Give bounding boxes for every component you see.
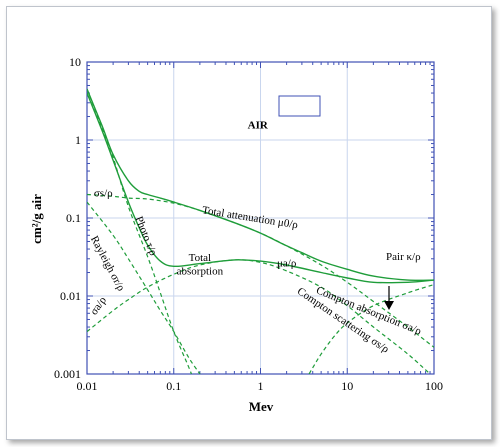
curve-2 <box>87 92 434 284</box>
annotation-mua: μa/ρ <box>277 257 297 269</box>
curve-5 <box>87 201 201 374</box>
y-tick-label: 0.1 <box>66 211 81 225</box>
x-tick-label: 0.01 <box>77 379 98 393</box>
y-axis-label: cm²/g air <box>29 194 44 244</box>
x-tick-label: 1 <box>258 379 264 393</box>
x-tick-label: 10 <box>341 379 353 393</box>
y-tick-label: 0.01 <box>60 289 81 303</box>
curve-3 <box>87 88 193 374</box>
annotation-pair: Pair κ/ρ <box>386 251 421 263</box>
air-label-box <box>278 95 321 117</box>
y-tick-label: 0.001 <box>54 367 81 381</box>
x-tick-label: 0.1 <box>166 379 181 393</box>
x-axis-label: Mev <box>249 399 274 414</box>
annotation-air: AIR <box>248 120 269 132</box>
annotation-siga: σa/ρ <box>88 294 109 317</box>
x-tick-label: 100 <box>425 379 443 393</box>
y-tick-label: 1 <box>75 133 81 147</box>
annotation-totatt: Total attenuation μ0/ρ <box>201 204 299 231</box>
annotation-photo: Photo τ/ρ <box>132 215 159 258</box>
curve-4 <box>87 193 434 348</box>
grid-lines <box>87 62 434 374</box>
y-tick-label: 10 <box>69 55 81 69</box>
pair-arrow-head <box>384 301 394 310</box>
curve-1 <box>87 88 434 282</box>
annotation-totabs2: absorption <box>177 265 224 277</box>
figure-frame: 0.01 0.1 1 10 100 0.001 0.01 0.1 1 10 AIR σs/ρ Tota… <box>6 6 492 440</box>
annotations: AIR σs/ρ Total attenuation μ0/ρ Rayleigh σr… <box>88 120 423 356</box>
annotation-rayl: Rayleigh σr/ρ <box>88 234 127 294</box>
annotation-sigs: σs/ρ <box>94 187 113 199</box>
annotation-totabs1: Total <box>189 252 211 264</box>
curves <box>87 88 434 374</box>
curve-7 <box>308 284 434 374</box>
